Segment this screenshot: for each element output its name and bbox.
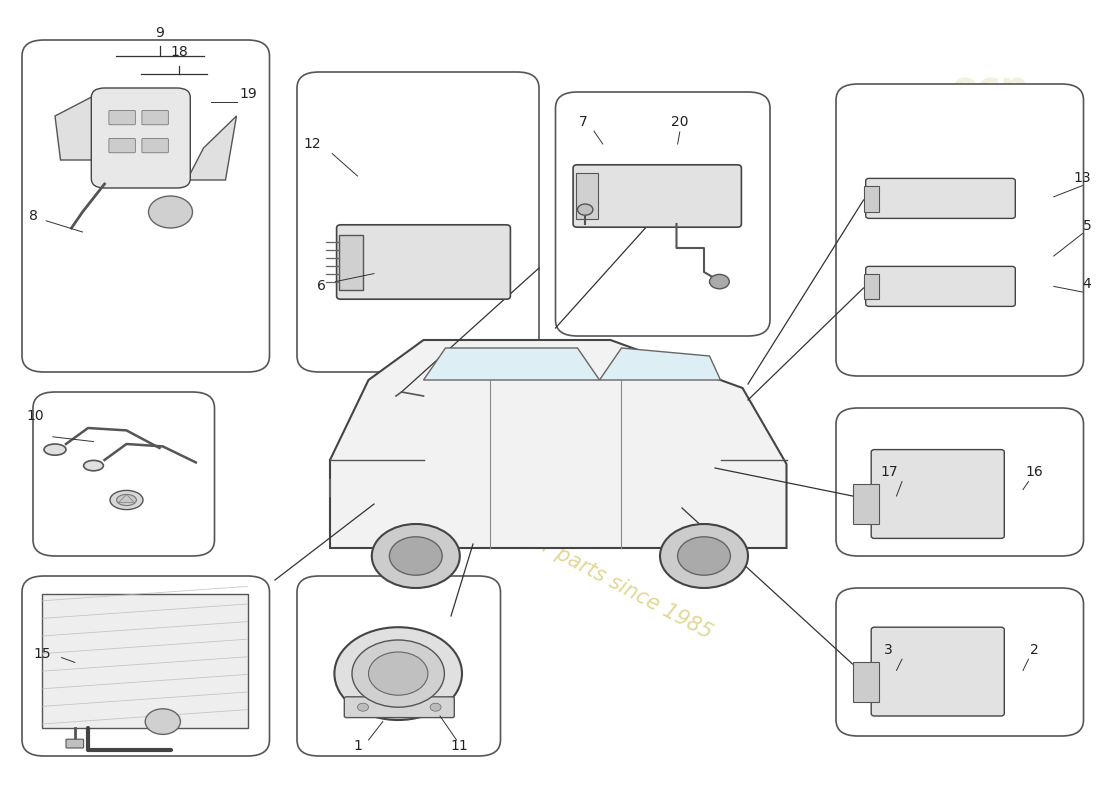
Text: 18: 18 — [170, 45, 188, 59]
Text: 9: 9 — [155, 26, 164, 40]
Circle shape — [148, 196, 192, 228]
FancyBboxPatch shape — [864, 274, 879, 299]
Text: 6: 6 — [317, 278, 326, 293]
Circle shape — [334, 627, 462, 720]
FancyBboxPatch shape — [852, 484, 879, 524]
Text: 8: 8 — [29, 209, 37, 223]
FancyBboxPatch shape — [836, 84, 1084, 376]
Text: 1: 1 — [353, 738, 362, 753]
Text: 15: 15 — [33, 647, 51, 662]
Circle shape — [678, 537, 730, 575]
FancyBboxPatch shape — [142, 110, 168, 125]
FancyBboxPatch shape — [22, 576, 270, 756]
Polygon shape — [600, 348, 720, 380]
FancyBboxPatch shape — [109, 110, 135, 125]
Circle shape — [710, 274, 729, 289]
Circle shape — [660, 524, 748, 588]
Polygon shape — [187, 116, 236, 180]
Ellipse shape — [84, 461, 103, 470]
Ellipse shape — [117, 494, 136, 506]
FancyBboxPatch shape — [871, 627, 1004, 716]
Text: 20: 20 — [671, 114, 689, 129]
Text: 16: 16 — [1025, 465, 1043, 479]
Circle shape — [372, 524, 460, 588]
Circle shape — [358, 703, 368, 711]
FancyBboxPatch shape — [109, 138, 135, 153]
FancyBboxPatch shape — [836, 588, 1084, 736]
FancyBboxPatch shape — [576, 173, 598, 219]
FancyBboxPatch shape — [142, 138, 168, 153]
Text: 11: 11 — [451, 738, 469, 753]
Text: 4: 4 — [1082, 277, 1091, 291]
Text: 12: 12 — [304, 137, 321, 151]
Text: 17: 17 — [880, 465, 898, 479]
FancyBboxPatch shape — [852, 662, 879, 702]
FancyBboxPatch shape — [337, 225, 510, 299]
Circle shape — [352, 640, 444, 707]
Text: 5: 5 — [1082, 218, 1091, 233]
FancyBboxPatch shape — [339, 235, 363, 290]
Polygon shape — [42, 594, 248, 728]
Polygon shape — [330, 340, 786, 548]
Text: 13: 13 — [1074, 170, 1091, 185]
Polygon shape — [55, 96, 99, 160]
Ellipse shape — [44, 444, 66, 455]
FancyBboxPatch shape — [344, 697, 454, 718]
FancyBboxPatch shape — [66, 739, 84, 748]
Circle shape — [145, 709, 180, 734]
FancyBboxPatch shape — [866, 178, 1015, 218]
FancyBboxPatch shape — [297, 72, 539, 372]
FancyBboxPatch shape — [33, 392, 214, 556]
Circle shape — [368, 652, 428, 695]
FancyBboxPatch shape — [871, 450, 1004, 538]
Text: 3: 3 — [884, 642, 893, 657]
FancyBboxPatch shape — [91, 88, 190, 188]
FancyBboxPatch shape — [836, 408, 1084, 556]
Circle shape — [430, 703, 441, 711]
FancyBboxPatch shape — [297, 576, 500, 756]
FancyBboxPatch shape — [573, 165, 741, 227]
Text: 7: 7 — [579, 114, 587, 129]
FancyBboxPatch shape — [556, 92, 770, 336]
Ellipse shape — [110, 490, 143, 510]
Polygon shape — [424, 348, 600, 380]
Text: 19: 19 — [240, 87, 257, 102]
FancyBboxPatch shape — [22, 40, 270, 372]
FancyBboxPatch shape — [866, 266, 1015, 306]
Circle shape — [578, 204, 593, 215]
Circle shape — [389, 537, 442, 575]
Text: a passion for parts since 1985: a passion for parts since 1985 — [428, 478, 716, 642]
FancyBboxPatch shape — [864, 186, 879, 212]
Text: 10: 10 — [26, 409, 44, 423]
Text: ecp: ecp — [952, 69, 1028, 107]
Text: 2: 2 — [1030, 642, 1038, 657]
